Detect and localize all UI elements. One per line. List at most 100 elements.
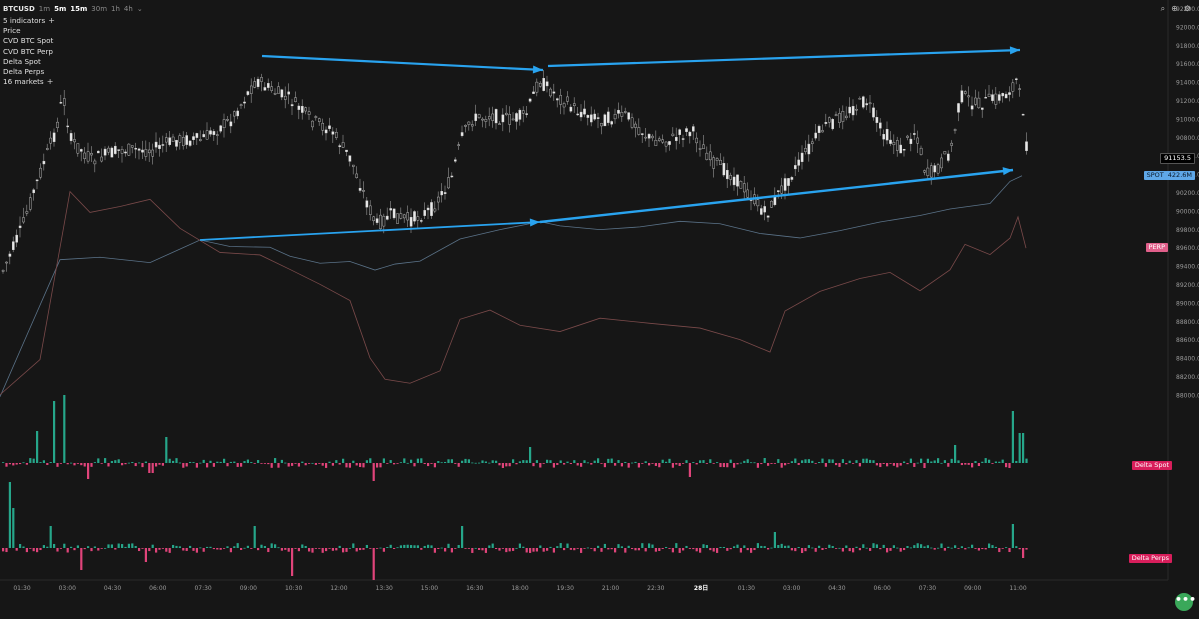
delta-bar [906,545,909,548]
candle-body [620,112,624,117]
candle-body [501,114,505,123]
candle-body [314,116,318,118]
more-actions-button[interactable]: ••• [1175,593,1196,611]
candle-body [562,103,566,108]
delta-bar [202,459,205,463]
delta-bar [682,548,685,551]
search-icon[interactable]: ⌕ [1160,4,1166,13]
delta-bar [824,548,827,549]
candle-body [715,158,719,161]
add-indicator-icon[interactable]: + [48,16,55,25]
timeframe-5m[interactable]: 5m [54,5,67,13]
delta-bar [903,461,906,463]
delta-bar [804,459,807,463]
legend-item-delta-spot[interactable]: Delta Spot [3,57,55,67]
legend-item-delta-perps[interactable]: Delta Perps [3,67,55,77]
delta-bar [444,548,447,552]
delta-bar [624,461,627,463]
candle-body [970,105,974,110]
delta-bar [797,463,800,465]
delta-bar [743,545,746,548]
delta-bar [240,463,243,467]
delta-bar [600,548,603,552]
timeframe-1m[interactable]: 1m [38,5,51,13]
candle-body [107,147,110,153]
add-market-icon[interactable]: + [46,77,54,87]
delta-bar [301,544,304,548]
candle-body [889,139,892,144]
candle-body [403,214,406,219]
candle-body [664,141,668,147]
legend-item-price[interactable]: Price [3,26,55,36]
delta-bar [410,459,413,463]
legend-item-cvd-perp[interactable]: CVD BTC Perp [3,47,55,57]
candle-body [409,217,413,227]
delta-bar [991,463,994,464]
indicators-label[interactable]: 5 indicators [3,16,46,25]
delta-bar [172,544,175,548]
candle-body [477,114,481,118]
price-tick-label: 88000.0 [1176,392,1199,399]
candle-body [35,179,39,182]
indicators-toggle[interactable]: 5 indicators + [3,16,55,26]
toolbar: BTCUSD 1m 5m 15m 30m 1h 4h ⌄ [3,3,143,15]
time-tick-label: 03:00 [783,585,800,592]
timeframe-4h[interactable]: 4h [123,5,133,13]
delta-bar [321,463,324,466]
symbol-label[interactable]: BTCUSD [3,5,35,13]
candle-body [647,133,651,139]
delta-bar [474,462,477,464]
delta-bar [787,463,790,464]
candle-body [151,149,155,157]
delta-bar [1011,524,1014,548]
candle-body [872,107,875,118]
legend-item-cvd-spot[interactable]: CVD BTC Spot [3,36,55,46]
delta-bar [223,458,226,463]
candle-body [335,132,338,138]
chevron-down-icon[interactable]: ⌄ [136,5,143,13]
timeframe-1h[interactable]: 1h [111,5,120,13]
delta-bar [325,463,328,468]
delta-bar [940,543,943,548]
candle-body [341,142,345,148]
zoom-icon[interactable]: ⊕ [1171,4,1178,13]
delta-bar [668,458,671,463]
delta-bar [66,548,69,553]
candle-body [787,178,790,186]
delta-bar [661,459,664,463]
delta-bar [189,461,192,463]
delta-bar [104,547,107,549]
delta-bar [518,461,521,463]
markets-toggle[interactable]: 16 markets + [3,77,55,87]
markets-label[interactable]: 16 markets [3,77,44,87]
candle-body [243,101,246,104]
delta-bar [634,548,637,551]
candle-body [780,185,783,194]
delta-bar [318,548,321,549]
timeframe-30m[interactable]: 30m [91,5,108,13]
delta-bar [151,463,154,473]
price-tick-label: 88600.0 [1176,337,1199,344]
delta-bar [73,463,76,466]
delta-bar [308,548,311,552]
settings-icon[interactable]: ⚙ [1183,4,1191,13]
delta-bar [335,460,338,463]
delta-bar [998,461,1001,463]
delta-bar [950,547,953,549]
candle-body [794,165,797,170]
delta-bar [875,544,878,548]
candle-body [267,83,270,88]
timeframe-15m[interactable]: 15m [70,5,88,13]
delta-bar [937,547,940,549]
delta-bar [236,463,239,467]
candle-body [814,132,817,139]
delta-bar [270,543,273,548]
delta-bar [440,462,443,464]
candle-body [236,110,240,117]
delta-bar [70,462,73,464]
candle-body [916,137,919,144]
candle-body [273,93,277,95]
delta-bar [304,545,307,548]
candle-body [651,135,654,139]
